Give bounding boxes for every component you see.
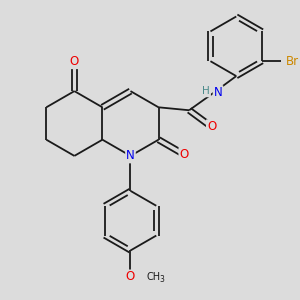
Text: Br: Br (286, 55, 299, 68)
Text: O: O (126, 271, 135, 284)
Text: O: O (179, 148, 189, 161)
Text: H: H (202, 86, 210, 96)
Text: 3: 3 (159, 275, 164, 284)
Text: O: O (207, 120, 216, 133)
Text: N: N (126, 149, 135, 162)
Text: O: O (70, 55, 79, 68)
Text: N: N (214, 86, 222, 99)
Text: CH: CH (147, 272, 161, 282)
